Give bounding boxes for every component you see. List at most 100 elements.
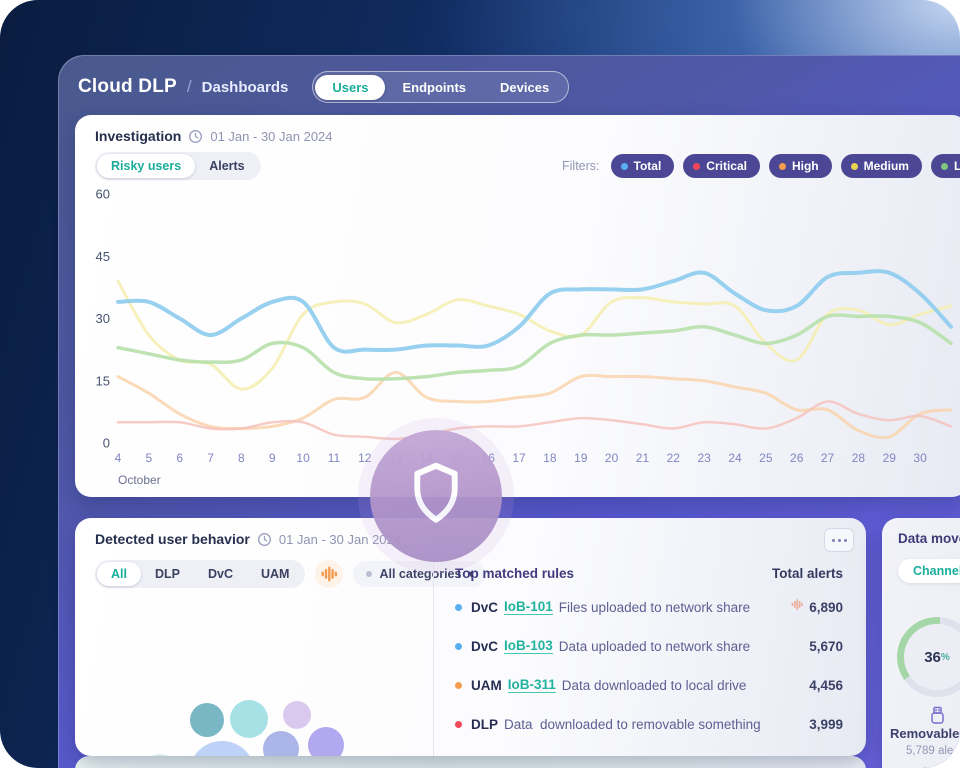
tab-risky-users[interactable]: Risky users (97, 154, 196, 178)
critical-dot (693, 162, 701, 170)
data-movement-title: Data move (898, 531, 960, 546)
high-dot (778, 162, 786, 170)
filter-high[interactable]: High (768, 154, 832, 178)
filters-label: Filters: (562, 159, 600, 173)
svg-text:6: 6 (176, 451, 183, 465)
category-dropdown[interactable]: All categories ▾ (353, 561, 487, 587)
svg-text:28: 28 (852, 451, 866, 465)
svg-text:8: 8 (238, 451, 245, 465)
behavior-filter-row: All DLP DvC UAM All categories ▾ (95, 560, 487, 588)
svg-text:19: 19 (574, 451, 588, 465)
svg-text:7: 7 (207, 451, 214, 465)
svg-text:24: 24 (728, 451, 742, 465)
rule-description: Data uploaded to network share (558, 638, 751, 654)
severity-filters: Filters: Total Critical High Medium Low (562, 154, 960, 178)
rule-total-alerts: 6,890 (809, 599, 843, 615)
svg-text:9: 9 (269, 451, 276, 465)
svg-text:10: 10 (296, 451, 310, 465)
filter-low[interactable]: Low (930, 154, 960, 178)
svg-text:30: 30 (96, 311, 110, 326)
clock-icon (257, 532, 271, 546)
rule-category: DLP (471, 716, 498, 732)
tab-alerts[interactable]: Alerts (209, 159, 245, 173)
tab-all[interactable]: All (97, 562, 141, 586)
usb-drive-icon (929, 706, 946, 730)
svg-text:23: 23 (697, 451, 711, 465)
data-movement-card: Data move Channel 36 % Removable S 5,789… (882, 518, 960, 768)
svg-text:30: 30 (913, 451, 927, 465)
medium-dot (850, 162, 858, 170)
svg-text:11: 11 (328, 451, 341, 465)
tab-dvc[interactable]: DvC (207, 567, 233, 581)
next-row-card-peek (75, 756, 866, 768)
app-header: Cloud DLP / Dashboards Users Endpoints D… (78, 71, 570, 103)
tab-devices[interactable]: Devices (500, 79, 550, 95)
behavior-bubble-chart (75, 576, 433, 756)
clock-icon (189, 129, 203, 143)
behavior-bubble[interactable] (230, 700, 268, 738)
severity-dot (455, 603, 462, 611)
filter-total[interactable]: Total (610, 154, 675, 178)
rule-row: UAM IoB-311 Data downloaded to local dri… (455, 672, 843, 698)
tab-users[interactable]: Users (315, 74, 386, 100)
rule-id-link[interactable]: IoB-101 (504, 599, 553, 615)
svg-text:4: 4 (115, 451, 122, 465)
rule-category: UAM (471, 677, 502, 693)
rule-id-link[interactable]: IoB-103 (504, 638, 553, 654)
svg-text:22: 22 (667, 451, 681, 465)
svg-text:0: 0 (103, 436, 110, 451)
breadcrumb-separator: / (186, 77, 192, 96)
investigation-date-range: 01 Jan - 30 Jan 2024 (210, 128, 333, 144)
breadcrumb: Dashboards (201, 78, 289, 96)
detected-behavior-card: Detected user behavior 01 Jan - 30 Jan 2… (75, 518, 866, 756)
rule-description: Files uploaded to network share (558, 599, 751, 615)
svg-text:60: 60 (96, 187, 110, 202)
category-dot (366, 571, 373, 577)
svg-text:25: 25 (759, 451, 773, 465)
tab-channel[interactable]: Channel (898, 559, 960, 583)
behavior-bubble[interactable] (283, 701, 311, 729)
investigation-card: Investigation 01 Jan - 30 Jan 2024 Risky… (75, 115, 960, 497)
rule-row: DvC IoB-103 Data uploaded to network sha… (455, 633, 843, 659)
tab-uam[interactable]: UAM (261, 567, 290, 581)
investigation-title: Investigation (95, 128, 182, 144)
category-dropdown-label: All categories (379, 567, 462, 581)
severity-dot (455, 720, 462, 728)
tab-dlp[interactable]: DLP (154, 567, 180, 581)
channel-donut-chart: 36 % (897, 617, 960, 697)
svg-text:20: 20 (605, 451, 619, 465)
equalizer-icon (791, 598, 804, 616)
svg-text:45: 45 (96, 249, 110, 264)
tab-endpoints[interactable]: Endpoints (402, 79, 467, 95)
behavior-bubble[interactable] (190, 703, 224, 737)
low-dot (940, 162, 948, 170)
behavior-bubble[interactable] (189, 741, 255, 756)
donut-percent: 36 (924, 648, 941, 666)
severity-dot (455, 681, 462, 689)
filter-medium[interactable]: Medium (840, 154, 922, 178)
behavior-bubble[interactable] (308, 727, 344, 756)
investigation-header: Investigation 01 Jan - 30 Jan 2024 (95, 128, 333, 144)
app-window: Cloud DLP / Dashboards Users Endpoints D… (58, 55, 960, 768)
rule-total-alerts: 5,670 (809, 638, 843, 654)
equalizer-icon[interactable] (315, 560, 344, 588)
rule-row: DvC IoB-101 Files uploaded to network sh… (455, 594, 843, 620)
top-rules-title: Top matched rules (455, 566, 575, 581)
svg-text:October: October (118, 473, 161, 487)
rule-category: DvC (471, 638, 499, 654)
channel-item-alerts: 5,789 ale (906, 745, 954, 757)
chevron-down-icon: ▾ (468, 568, 474, 580)
behavior-bubble[interactable] (263, 731, 299, 756)
svg-text:27: 27 (821, 451, 835, 465)
behavior-bubble[interactable] (140, 754, 180, 756)
divider (433, 558, 434, 756)
rule-row: DLP Data downloaded to removable somethi… (455, 711, 843, 737)
shield-icon (370, 430, 502, 562)
investigation-chart: 0153045604567891011121314151617181920212… (96, 187, 953, 487)
ellipsis-menu-icon[interactable] (824, 528, 854, 552)
dashboard-tabs: Users Endpoints Devices (312, 71, 570, 103)
rule-id-link[interactable]: IoB-311 (507, 677, 556, 693)
svg-text:15: 15 (96, 373, 110, 388)
svg-text:12: 12 (358, 451, 372, 465)
filter-critical[interactable]: Critical (683, 154, 760, 178)
